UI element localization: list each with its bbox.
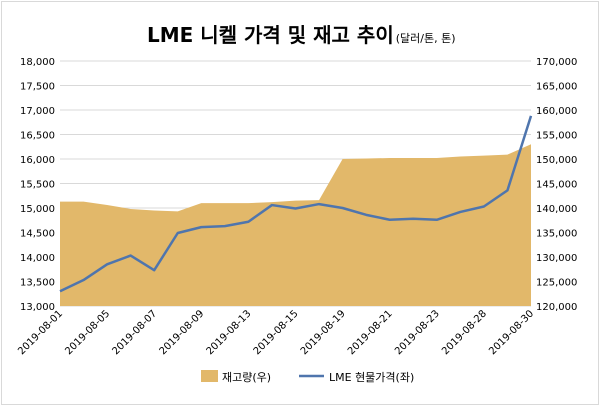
left-axis-tick-label: 15,000: [20, 204, 55, 215]
left-axis-ticks: 13,000 13,500 14,000 14,500 15,000 15,500 16,0…: [20, 57, 55, 313]
left-axis-tick-label: 17,500: [20, 82, 55, 93]
inventory-area-layer: [60, 144, 531, 306]
x-axis-tick-label: 2019-08-23: [393, 308, 442, 357]
left-axis-tick-label: 14,000: [20, 253, 55, 264]
nickel-price-inventory-chart: LME 니켈 가격 및 재고 추이 (달러/톤, 톤) 13,000 13,500…: [16, 23, 577, 384]
right-axis-tick-label: 165,000: [536, 82, 577, 93]
x-axis-tick-label: 2019-08-21: [346, 308, 395, 357]
right-axis-tick-label: 170,000: [536, 57, 577, 68]
x-axis-tick-label: 2019-08-28: [440, 308, 489, 357]
right-axis-tick-label: 140,000: [536, 204, 577, 215]
right-axis-tick-label: 150,000: [536, 155, 577, 166]
right-axis-tick-label: 120,000: [536, 302, 577, 313]
left-axis-tick-label: 15,500: [20, 180, 55, 191]
chart-title-unit: (달러/톤, 톤): [396, 32, 456, 45]
left-axis-tick-label: 17,000: [20, 106, 55, 117]
right-axis-tick-label: 145,000: [536, 180, 577, 191]
right-axis-tick-label: 160,000: [536, 106, 577, 117]
right-axis-tick-label: 155,000: [536, 131, 577, 142]
x-axis-tick-label: 2019-08-09: [158, 308, 207, 357]
price-line-layer: [59, 115, 533, 293]
legend: 재고량(우) LME 현물가격(좌): [201, 370, 414, 384]
price-line: [59, 115, 533, 293]
right-axis-tick-label: 130,000: [536, 253, 577, 264]
legend-swatch-inventory: [201, 370, 218, 382]
x-axis-tick-label: 2019-08-15: [252, 308, 301, 357]
x-axis-tick-label: 2019-08-19: [299, 308, 348, 357]
chart-title: LME 니켈 가격 및 재고 추이 (달러/톤, 톤): [147, 23, 456, 47]
x-axis-ticks: 2019-08-012019-08-052019-08-072019-08-09…: [16, 308, 536, 357]
left-axis-tick-label: 14,500: [20, 229, 55, 240]
legend-label-inventory: 재고량(우): [222, 371, 271, 384]
left-axis-tick-label: 18,000: [20, 57, 55, 68]
left-axis-tick-label: 16,500: [20, 131, 55, 142]
left-axis-tick-label: 16,000: [20, 155, 55, 166]
x-axis-tick-label: 2019-08-30: [487, 308, 536, 357]
right-axis-tick-label: 125,000: [536, 278, 577, 289]
x-axis-tick-label: 2019-08-07: [110, 308, 159, 357]
x-axis-tick-label: 2019-08-13: [205, 308, 254, 357]
inventory-area: [60, 144, 531, 306]
x-axis-tick-label: 2019-08-05: [63, 308, 112, 357]
legend-label-price: LME 현물가격(좌): [329, 371, 414, 384]
right-axis-tick-label: 135,000: [536, 229, 577, 240]
chart-title-text: LME 니켈 가격 및 재고 추이: [147, 23, 394, 47]
right-axis-ticks: 120,000 125,000 130,000 135,000 140,000 145,0…: [536, 57, 577, 313]
left-axis-tick-label: 13,000: [20, 302, 55, 313]
left-axis-tick-label: 13,500: [20, 278, 55, 289]
x-axis-tick-label: 2019-08-01: [16, 308, 65, 357]
